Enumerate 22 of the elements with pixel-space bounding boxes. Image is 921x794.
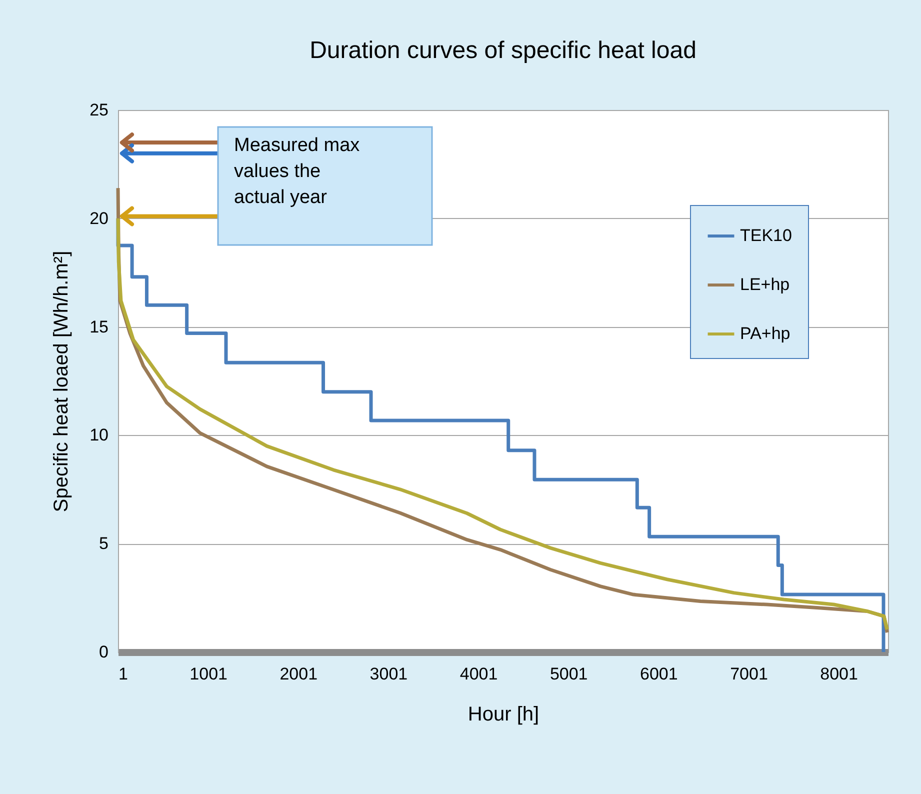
y-tick-label: 0	[99, 642, 108, 662]
y-tick-label: 10	[90, 426, 108, 445]
chart-title: Duration curves of specific heat load	[310, 37, 696, 64]
x-axis-title: Hour [h]	[468, 704, 540, 726]
x-tick-label: 6001	[640, 664, 678, 684]
annotation: Measured max values the actual year	[234, 135, 360, 208]
x-tick-label: 7001	[730, 664, 768, 684]
x-tick-label: 8001	[820, 664, 858, 684]
legend-label: LE+hp	[740, 275, 790, 294]
y-tick-label: 15	[90, 317, 108, 336]
y-axis-title: Specific heat loaed [Wh/h.m²]	[50, 250, 73, 512]
legend-label: PA+hp	[740, 324, 790, 343]
y-tick-label: 25	[90, 100, 108, 120]
y-tick-label: 5	[99, 534, 108, 554]
x-tick-label: 1	[118, 664, 128, 684]
legend-label: TEK10	[740, 226, 792, 245]
x-tick-label: 2001	[280, 664, 318, 684]
x-tick-label: 3001	[370, 664, 408, 684]
y-tick-label: 20	[90, 208, 108, 228]
x-tick-label: 1001	[190, 664, 228, 684]
x-tick-label: 5001	[550, 664, 588, 684]
x-tick-label: 4001	[460, 664, 498, 684]
